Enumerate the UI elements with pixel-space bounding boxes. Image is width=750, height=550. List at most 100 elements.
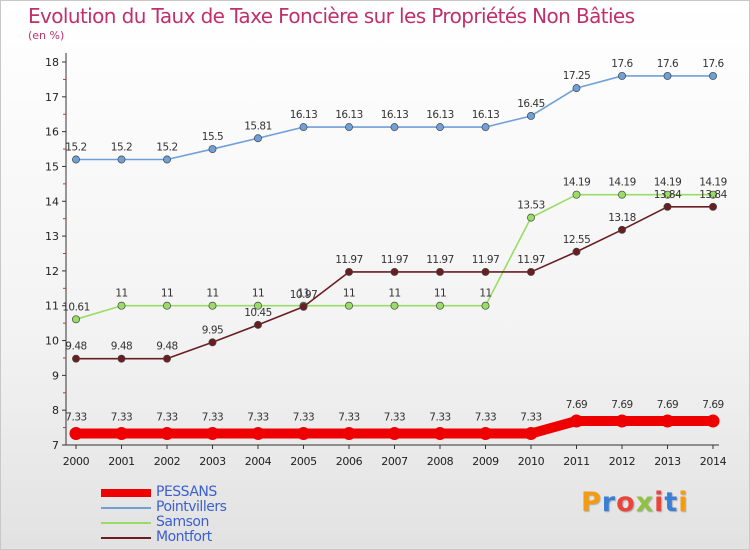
data-point (115, 427, 128, 441)
data-label: 7.33 (338, 412, 359, 424)
y-tick-label: 14 (45, 195, 59, 208)
series-pointvillers (72, 71, 717, 164)
data-label: 11 (297, 288, 309, 300)
data-label: 11 (434, 288, 446, 300)
y-tick-label: 9 (52, 369, 59, 382)
data-label: 16.13 (472, 109, 500, 121)
data-label: 17.25 (563, 70, 591, 82)
data-point (436, 301, 444, 310)
data-label: 16.45 (517, 98, 545, 110)
legend-swatch (101, 537, 151, 539)
data-label: 9.48 (65, 341, 86, 353)
data-label: 11 (252, 288, 264, 300)
y-tick-label: 13 (45, 230, 59, 243)
data-label: 14.19 (699, 177, 727, 189)
legend-label: Pointvillers (156, 499, 227, 515)
data-label: 7.69 (702, 399, 723, 411)
legend-swatch (101, 507, 151, 509)
data-label: 10.61 (62, 301, 90, 313)
data-point (117, 155, 126, 164)
data-point (69, 427, 83, 441)
data-point (254, 134, 262, 143)
data-point (206, 427, 219, 441)
legend-label: Montfort (156, 529, 212, 545)
axes: 7 8 9 10 11 12 13 14 15 16 17 18 2000 2001 2002 2003 200… (45, 53, 727, 468)
data-point (479, 427, 492, 441)
data-point (570, 414, 583, 428)
data-point (433, 427, 447, 441)
data-label: 15.2 (156, 141, 177, 153)
data-label: 7.33 (247, 412, 268, 424)
x-tick-label: 2007 (381, 455, 408, 468)
series-pessans (69, 414, 720, 441)
data-label: 7.69 (657, 399, 678, 411)
data-point (345, 301, 353, 310)
data-point (527, 268, 535, 276)
chart-subtitle: (en %) (28, 29, 65, 42)
data-label: 13.84 (654, 189, 682, 201)
x-tick-label: 2012 (609, 455, 635, 468)
data-point (254, 320, 262, 329)
data-label: 15.2 (111, 141, 132, 153)
x-tick-label: 2002 (154, 455, 180, 468)
data-label: 11.97 (335, 254, 363, 266)
data-label: 9.48 (156, 341, 177, 353)
x-tick-label: 2000 (63, 455, 90, 468)
data-label: 9.95 (202, 324, 223, 336)
data-label: 11 (161, 288, 173, 300)
data-point (436, 123, 444, 132)
x-tick-label: 2003 (199, 455, 226, 468)
data-point (390, 268, 399, 276)
y-tick-label: 12 (45, 265, 59, 278)
data-point (72, 155, 80, 164)
data-point (572, 247, 581, 256)
x-tick-label: 2006 (336, 455, 363, 468)
data-label: 16.13 (335, 109, 363, 121)
y-tick-label: 18 (45, 56, 59, 69)
data-label: 11 (206, 288, 218, 300)
data-point (618, 71, 626, 80)
data-point (345, 268, 353, 276)
data-label: 16.13 (381, 109, 409, 121)
data-point (527, 213, 535, 222)
data-label: 11 (388, 288, 400, 300)
legend-label: Samson (156, 514, 209, 530)
data-point (572, 84, 581, 93)
data-label: 11.97 (472, 254, 500, 266)
data-label: 11.97 (426, 254, 454, 266)
data-point (163, 155, 171, 164)
y-tick-label: 16 (45, 126, 59, 139)
data-point (663, 71, 672, 80)
data-point (163, 301, 171, 310)
data-label: 7.33 (111, 412, 132, 424)
data-point (388, 427, 401, 441)
data-point (663, 202, 672, 211)
data-label: 15.81 (244, 120, 272, 132)
y-tick-label: 10 (45, 335, 59, 348)
data-label: 14.19 (563, 177, 591, 189)
x-tick-label: 2013 (654, 455, 681, 468)
x-tick-label: 2004 (245, 455, 272, 468)
data-label: 9.48 (111, 341, 132, 353)
legend-swatch (101, 522, 151, 524)
data-label: 7.69 (611, 399, 632, 411)
data-point (709, 190, 717, 199)
data-label: 17.6 (657, 58, 679, 70)
data-point (709, 71, 717, 80)
data-point (163, 354, 171, 363)
data-label: 13.84 (699, 189, 727, 201)
data-point (299, 302, 308, 311)
data-label: 7.33 (520, 412, 541, 424)
data-label: 15.2 (65, 141, 86, 153)
x-tick-label: 2009 (472, 455, 499, 468)
data-point (706, 414, 720, 428)
data-point (481, 123, 490, 132)
data-label: 13.18 (608, 212, 636, 224)
line-chart: 7 8 9 10 11 12 13 14 15 16 17 18 2000 2001 2002 2003 200… (45, 53, 728, 468)
data-point (709, 202, 717, 211)
data-point (254, 301, 262, 310)
legend-swatch (101, 489, 151, 497)
data-label: 7.33 (156, 412, 177, 424)
data-point (481, 301, 490, 310)
